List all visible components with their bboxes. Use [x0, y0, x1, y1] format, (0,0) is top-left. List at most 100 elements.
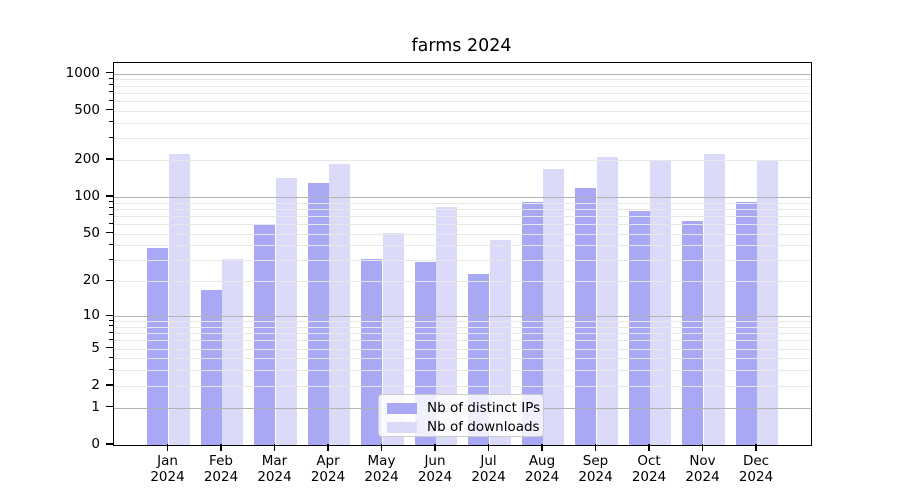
y-tick-label: 100: [74, 187, 100, 204]
minor-gridline: [114, 326, 811, 328]
x-tick-label-line: 2024: [310, 469, 346, 485]
y-tick-label: 0: [91, 436, 100, 452]
minor-gridline: [114, 321, 811, 323]
minor-gridline: [114, 340, 811, 342]
x-tick-label-line: 2024: [685, 469, 720, 485]
x-tick-mark: [327, 444, 329, 451]
y-minor-tick-mark: [109, 201, 113, 203]
y-tick-label: 1: [91, 398, 100, 415]
minor-gridline: [114, 245, 811, 247]
x-tick-label-line: Feb: [209, 452, 233, 469]
minor-gridline: [114, 281, 811, 283]
major-gridline: [114, 196, 811, 198]
bar-downloads-oct: [650, 160, 672, 445]
x-tick-label-line: Nov: [689, 452, 716, 469]
y-minor-tick-mark: [109, 121, 113, 123]
y-tick-mark: [106, 158, 113, 160]
bar-ips-may: [361, 258, 383, 445]
y-minor-tick-mark: [109, 338, 113, 340]
major-gridline: [114, 73, 811, 75]
x-tick-label-line: 2024: [578, 469, 613, 485]
minor-gridline: [114, 370, 811, 372]
x-tick-label-line: Jun: [424, 452, 446, 469]
x-tick-label-line: Jan: [157, 452, 178, 469]
bar-ips-mar: [254, 224, 276, 445]
y-minor-tick-mark: [109, 99, 113, 101]
x-tick-mark: [487, 444, 490, 451]
x-tick-label-line: Apr: [316, 452, 340, 469]
y-tick-label: 20: [82, 272, 100, 289]
minor-gridline: [114, 224, 811, 226]
y-tick-mark: [106, 109, 113, 111]
bar-downloads-jun: [436, 206, 458, 445]
bar-downloads-apr: [329, 164, 351, 445]
legend-label-downloads: Nb of downloads: [427, 419, 540, 435]
y-minor-tick-mark: [109, 258, 113, 260]
y-tick-label: 50: [82, 224, 100, 241]
y-tick-mark: [106, 195, 113, 197]
minor-gridline: [114, 358, 811, 360]
bar-downloads-jul: [489, 240, 511, 445]
x-tick-label: Nov 2024: [663, 453, 743, 486]
y-tick-label: 200: [74, 150, 100, 167]
y-minor-tick-mark: [109, 207, 113, 209]
minor-gridline: [114, 138, 811, 140]
bar-downloads-sep: [596, 156, 618, 445]
y-minor-tick-mark: [109, 368, 113, 370]
y-tick-mark: [106, 347, 113, 349]
y-tick-mark: [106, 232, 113, 234]
y-tick-mark: [106, 72, 113, 74]
x-tick-mark: [434, 444, 436, 451]
minor-gridline: [114, 385, 811, 387]
y-minor-tick-mark: [109, 136, 113, 138]
x-tick-label-line: 2024: [631, 469, 667, 485]
x-tick-label: May 2024: [342, 453, 422, 486]
bar-ips-jan: [147, 248, 169, 445]
x-tick-label: Oct 2024: [609, 453, 689, 486]
minor-gridline: [114, 159, 811, 161]
x-tick-mark: [380, 444, 383, 451]
minor-gridline: [114, 110, 811, 112]
minor-gridline: [114, 348, 811, 350]
y-tick-mark: [106, 406, 113, 408]
x-tick-mark: [755, 444, 757, 451]
minor-gridline: [114, 260, 811, 262]
bar-ips-apr: [307, 182, 329, 445]
y-tick-mark: [106, 279, 113, 281]
bar-downloads-aug: [543, 168, 565, 445]
x-tick-mark: [648, 444, 650, 451]
minor-gridline: [114, 122, 811, 124]
x-tick-label: Sep 2024: [556, 453, 636, 486]
bar-ips-feb: [200, 289, 222, 445]
y-minor-tick-mark: [109, 331, 113, 333]
bar-downloads-jan: [168, 153, 190, 445]
x-tick-label-line: 2024: [203, 469, 239, 485]
x-tick-label: Apr 2024: [288, 453, 368, 486]
y-minor-tick-mark: [109, 214, 113, 216]
minor-gridline: [114, 202, 811, 204]
minor-gridline: [114, 208, 811, 210]
x-tick-label: Jan 2024: [128, 453, 208, 486]
legend-item-downloads: Nb of downloads: [379, 418, 543, 436]
y-tick-label: 500: [74, 101, 100, 118]
y-tick-mark: [106, 384, 113, 386]
x-tick-label-line: Sep: [582, 452, 609, 469]
legend: Nb of distinct IPs Nb of downloads: [378, 394, 544, 437]
bar-ips-nov: [682, 220, 704, 445]
legend-swatch-downloads: [387, 421, 417, 433]
legend-swatch-distinct-ips: [387, 402, 417, 414]
minor-gridline: [114, 333, 811, 335]
x-tick-mark: [220, 444, 222, 451]
x-tick-label: Jun 2024: [395, 453, 475, 486]
bar-downloads-feb: [222, 258, 244, 445]
y-minor-tick-mark: [109, 319, 113, 321]
major-gridline: [114, 316, 811, 318]
bar-ips-aug: [521, 201, 543, 445]
x-tick-label-line: Dec: [742, 452, 770, 469]
x-tick-label-line: 2024: [257, 469, 292, 485]
y-tick-mark: [106, 443, 113, 445]
y-minor-tick-mark: [109, 77, 113, 79]
x-tick-label-line: Jul: [480, 452, 497, 469]
x-tick-label-line: 2024: [471, 469, 506, 485]
y-tick-label: 5: [91, 339, 100, 356]
